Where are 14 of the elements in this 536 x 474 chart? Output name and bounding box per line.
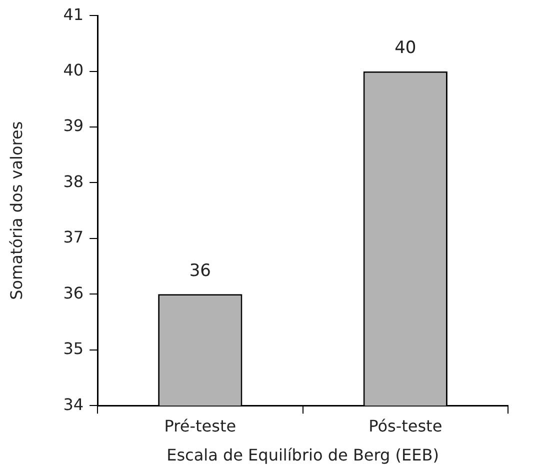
y-tick-label: 39 xyxy=(63,116,84,136)
x-axis-title: Escala de Equilíbrio de Berg (EEB) xyxy=(166,446,439,465)
y-tick-label: 34 xyxy=(63,394,84,414)
y-axis-title: Somatória dos valores xyxy=(6,121,26,300)
data-label: 36 xyxy=(189,261,211,282)
data-label: 40 xyxy=(394,38,416,58)
y-tick-label: 41 xyxy=(63,4,84,24)
y-tick-label: 40 xyxy=(63,60,84,80)
x-tick-label: Pré-teste xyxy=(164,416,236,436)
y-tick-label: 37 xyxy=(63,228,84,247)
y-tick-label: 35 xyxy=(63,339,84,358)
y-tick-label: 36 xyxy=(63,283,84,302)
x-tick-label: Pós-teste xyxy=(368,416,442,436)
y-tick-label: 38 xyxy=(63,172,84,191)
